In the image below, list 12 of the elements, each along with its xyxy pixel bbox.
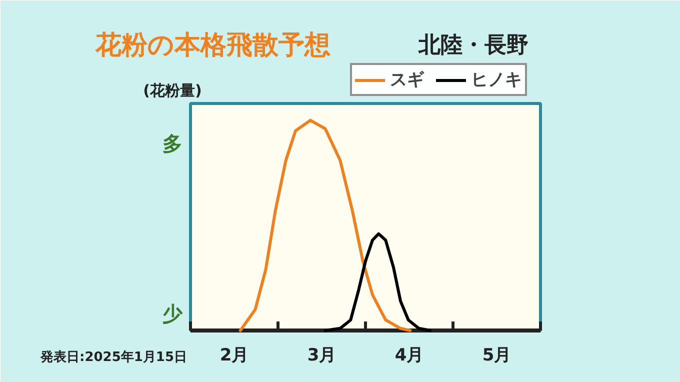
chart-title: 花粉の本格飛散予想 — [94, 30, 330, 60]
legend-label: スギ — [390, 69, 424, 91]
x-tick-label: 2月 — [220, 346, 249, 366]
x-tick-label: 5月 — [482, 346, 512, 366]
y-axis-title: (花粉量) — [143, 82, 202, 100]
x-tick-label: 4月 — [394, 346, 424, 366]
chart-subtitle: 北陸・長野 — [418, 33, 528, 58]
text: 多 — [162, 132, 182, 156]
x-tick-label: 3月 — [307, 346, 336, 366]
legend-label: ヒノキ — [471, 69, 522, 91]
text: 少 — [162, 302, 184, 326]
text: 発表日:2025年1月15日 — [40, 350, 188, 365]
